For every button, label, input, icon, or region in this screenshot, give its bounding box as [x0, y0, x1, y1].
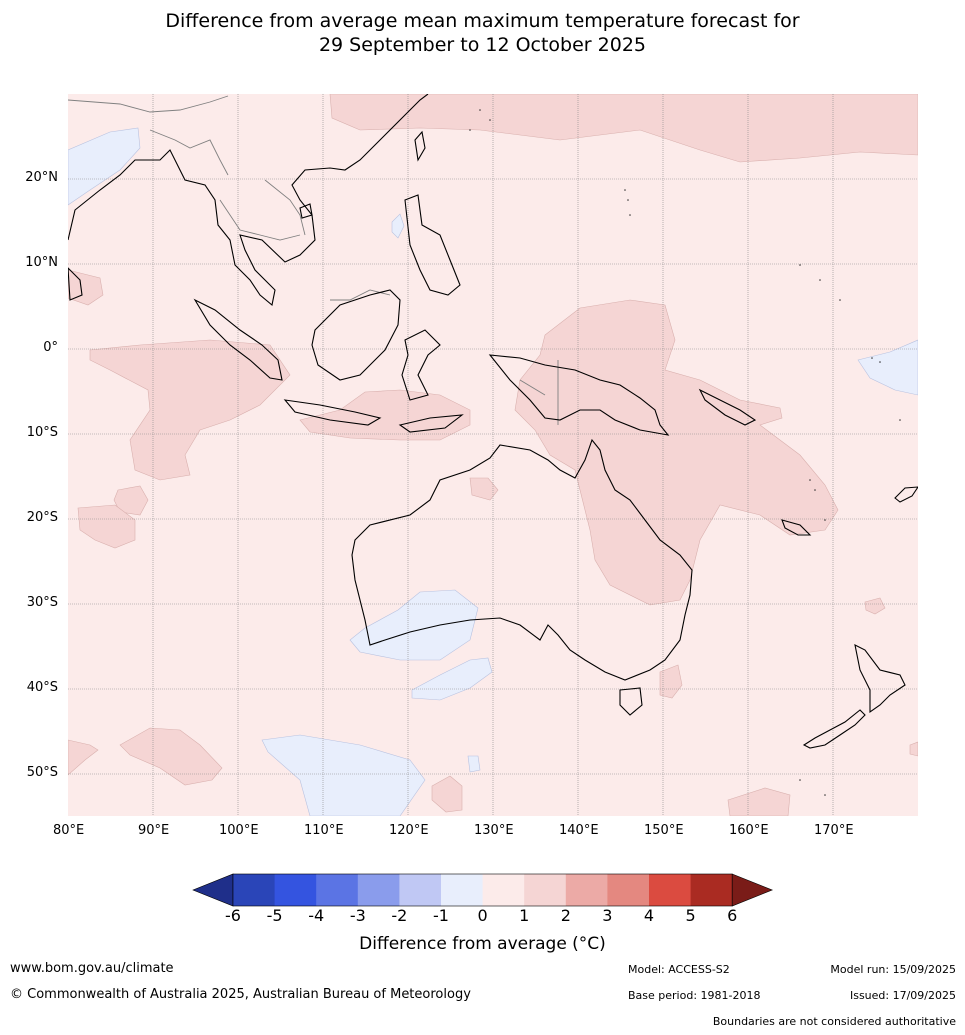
sulawesi-coast — [401, 329, 441, 401]
anomaly-regions-neg — [68, 127, 918, 816]
lat-label-20n: 20°N — [25, 170, 58, 185]
lon-label-90e: 90°E — [138, 823, 170, 838]
copyright-text: © Commonwealth of Australia 2025, Austra… — [10, 987, 471, 1002]
taiwan-coast — [414, 130, 426, 162]
coastlines — [68, 94, 918, 749]
lat-label-20s: 20°S — [26, 510, 58, 525]
asia-coast — [68, 94, 429, 307]
lat-label-30s: 30°S — [26, 595, 58, 610]
lat-label-40s: 40°S — [26, 680, 58, 695]
colorbar-segment — [399, 874, 442, 906]
anomaly-regions-1-2 — [68, 94, 918, 816]
colorbar-tick-label: 2 — [560, 906, 571, 925]
lon-label-120e: 120°E — [389, 823, 429, 838]
map-panel — [68, 94, 918, 816]
colorbar-segment — [274, 874, 317, 906]
graticule — [68, 94, 918, 816]
colorbar-outline — [232, 873, 733, 907]
colorbar-segment — [649, 874, 692, 906]
colorbar-segment — [441, 874, 484, 906]
lat-label-50s: 50°S — [26, 765, 58, 780]
colorbar-label: Difference from average (°C) — [359, 934, 606, 954]
map-title-line2: 29 September to 12 October 2025 — [318, 34, 647, 56]
colorbar-tick-label: 6 — [727, 906, 738, 925]
colorbar-segment — [233, 874, 276, 906]
lat-label-0: 0° — [43, 340, 58, 355]
tasmania-coast — [619, 687, 643, 716]
colorbar-segment — [482, 874, 525, 906]
lon-label-110e: 110°E — [304, 823, 344, 838]
philippines-coast — [404, 194, 461, 296]
colorbar-extend-low — [192, 873, 234, 907]
colorbar-tick-label: -2 — [391, 906, 408, 925]
model-text: Model: ACCESS-S2 — [628, 963, 730, 976]
colorbar-tick-label: -6 — [225, 906, 241, 925]
colorbar-segment — [524, 874, 567, 906]
website-link[interactable]: www.bom.gov.au/climate — [10, 961, 174, 976]
issued-text: Issued: 17/09/2025 — [849, 989, 956, 1002]
colorbar-tick-label: 1 — [519, 906, 530, 925]
australia-coast — [351, 438, 693, 681]
lon-label-140e: 140°E — [559, 823, 599, 838]
colorbar-tick-label: 4 — [643, 906, 655, 925]
sumatra-coast — [193, 298, 283, 381]
colorbar-segment — [607, 874, 650, 906]
map-title-line1: Difference from average mean maximum tem… — [165, 10, 800, 32]
colorbar-tick-label: 3 — [602, 906, 613, 925]
java-coast — [283, 399, 382, 426]
disclaimer-text: Boundaries are not considered authoritat… — [712, 1015, 956, 1028]
lon-label-80e: 80°E — [53, 823, 85, 838]
lon-label-160e: 160°E — [729, 823, 769, 838]
base-period-text: Base period: 1981-2018 — [628, 989, 761, 1002]
new-zealand-south — [802, 709, 866, 749]
colorbar — [192, 873, 774, 907]
colorbar-tick-label: -1 — [433, 906, 449, 925]
colorbar-segment — [690, 874, 733, 906]
lon-label-150e: 150°E — [644, 823, 684, 838]
lon-label-170e: 170°E — [814, 823, 854, 838]
colorbar-tick-label: -4 — [308, 906, 325, 925]
model-run-text: Model run: 15/09/2025 — [830, 963, 956, 976]
colorbar-tick-label: 5 — [685, 906, 696, 925]
lon-label-100e: 100°E — [219, 823, 259, 838]
colorbar-segment — [316, 874, 359, 906]
new-guinea-coast — [488, 354, 670, 436]
borneo-coast — [311, 289, 401, 381]
colorbar-tick-label: 0 — [477, 906, 488, 925]
small-islands — [469, 109, 901, 796]
lat-label-10n: 10°N — [25, 255, 58, 270]
colorbar-segment — [565, 874, 608, 906]
colorbar-segment — [357, 874, 400, 906]
lon-label-130e: 130°E — [474, 823, 514, 838]
colorbar-extend-high — [731, 873, 774, 907]
lat-label-10s: 10°S — [26, 425, 58, 440]
new-zealand-north — [854, 644, 906, 714]
colorbar-tick-label: -3 — [349, 906, 366, 925]
colorbar-tick-label: -5 — [266, 906, 283, 925]
